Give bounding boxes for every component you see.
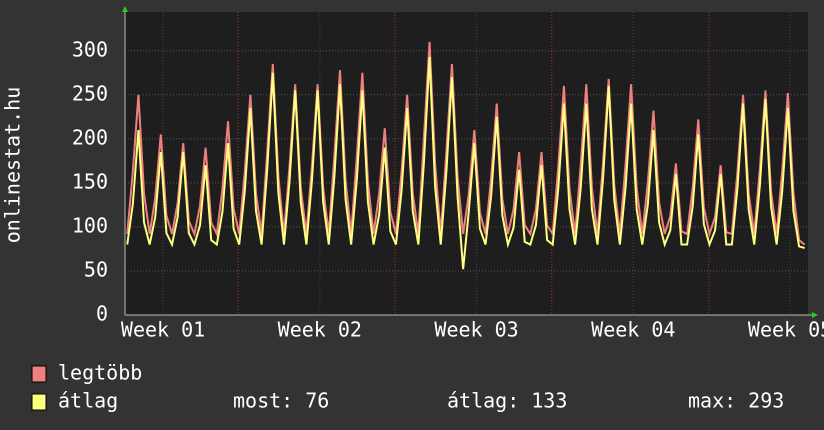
x-tick-label: Week 01: [121, 318, 205, 342]
legend-label: legtöbb: [58, 361, 142, 385]
stat-value: 76: [305, 389, 329, 413]
y-tick-label: 250: [72, 81, 108, 105]
legend-swatch: [31, 365, 47, 383]
x-tick-label: Week 02: [278, 318, 362, 342]
series-line: [126, 56, 805, 270]
x-tick-label: Week 05: [748, 318, 824, 342]
y-tick-label: 300: [72, 37, 108, 61]
y-arrow: [122, 6, 128, 12]
series-line: [126, 41, 806, 246]
lines: [126, 41, 806, 270]
grid: [125, 12, 808, 316]
x-tick-label: Week 04: [591, 318, 675, 342]
stat-value: 133: [531, 389, 567, 413]
x-tick-label: Week 03: [434, 318, 518, 342]
y-tick-label: 0: [96, 302, 108, 326]
stat-label: átlag:: [447, 389, 519, 413]
stat-value: 293: [748, 389, 784, 413]
stat-label: max:: [688, 389, 736, 413]
y-tick-label: 200: [72, 125, 108, 149]
legend-swatch: [31, 393, 47, 411]
stat-label: most:: [233, 389, 293, 413]
legend: legtöbb átlag most: 76 átlag: 133 max: 293: [31, 361, 784, 413]
y-tick-label: 150: [72, 169, 108, 193]
plot-area: [125, 12, 808, 315]
y-tick-label: 100: [72, 213, 108, 237]
y-axis-label: onlinestat.hu: [1, 87, 25, 244]
y-tick-label: 50: [84, 257, 108, 281]
x-arrow: [812, 312, 818, 318]
legend-label: átlag: [58, 389, 118, 413]
